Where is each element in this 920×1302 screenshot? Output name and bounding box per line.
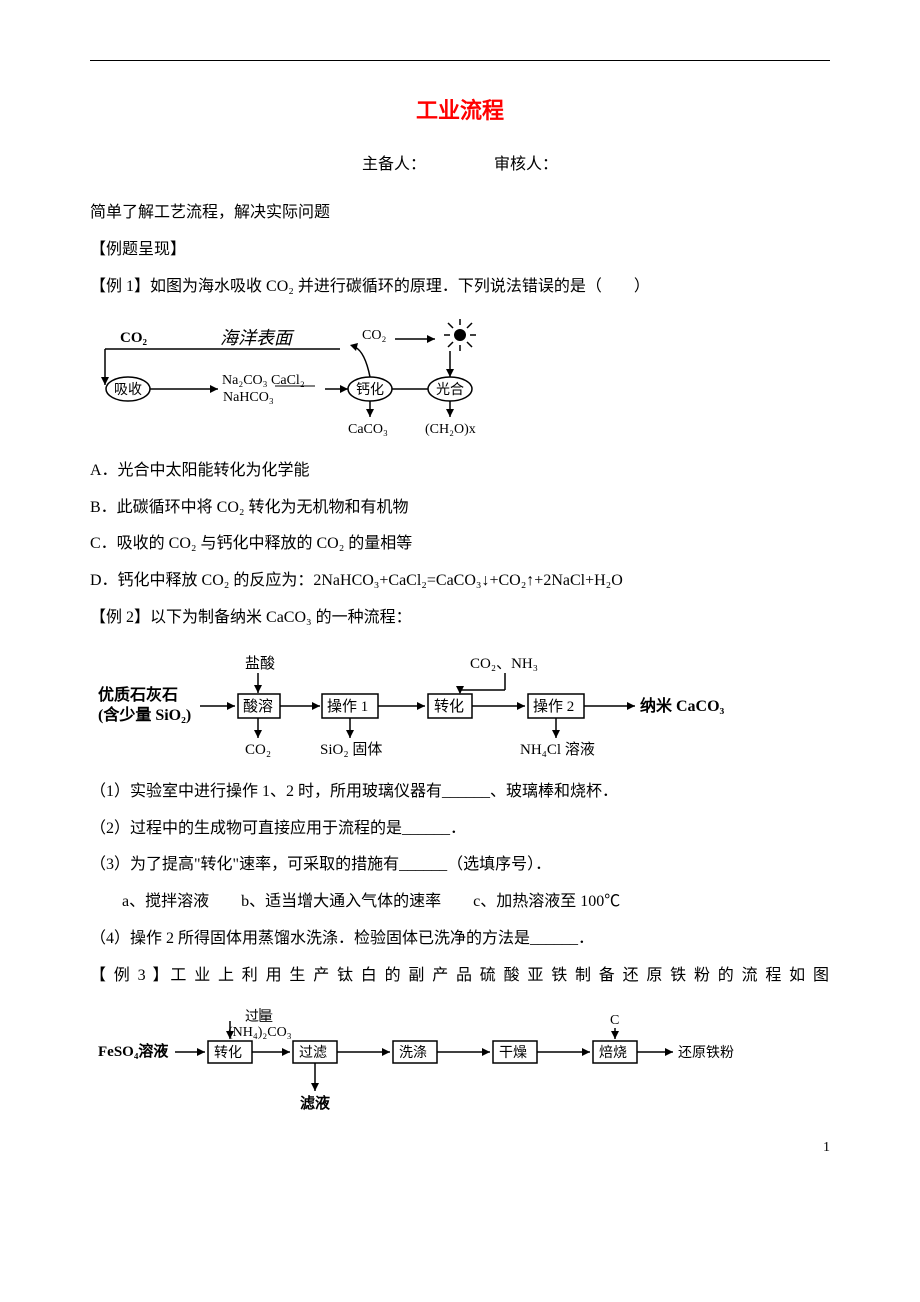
- svg-text:盐酸: 盐酸: [245, 655, 275, 672]
- svg-text:CO₂: CO₂: [362, 328, 386, 343]
- top-divider: [90, 60, 830, 61]
- present-header: 【例题呈现】: [90, 236, 830, 265]
- ex2-question: 【例 2】以下为制备纳米 CaCO₃ 的一种流程：: [90, 604, 830, 633]
- ex1-text: 如图为海水吸收 CO₂ 并进行碳循环的原理．下列说法错误的是（ ）: [150, 278, 650, 295]
- svg-text:干燥: 干燥: [499, 1045, 527, 1061]
- svg-text:优质石灰石: 优质石灰石: [98, 685, 178, 704]
- svg-text:操作 1: 操作 1: [327, 698, 368, 715]
- ex1-optD: D．钙化中释放 CO₂ 的反应为：2NaHCO₃+CaCl₂=CaCO₃↓+CO…: [90, 567, 830, 596]
- svg-text:光合: 光合: [436, 382, 464, 398]
- svg-text:CO₂: CO₂: [120, 330, 148, 346]
- svg-text:酸溶: 酸溶: [243, 698, 273, 715]
- svg-text:过量: 过量: [245, 1009, 273, 1025]
- svg-text:NH₄Cl 溶液: NH₄Cl 溶液: [520, 741, 595, 758]
- svg-text:SiO₂ 固体: SiO₂ 固体: [320, 741, 382, 758]
- reviewed-label: 审核人：: [494, 156, 558, 173]
- ex2-q3: （3）为了提高"转化"速率，可采取的措施有______（选填序号）．: [90, 851, 830, 880]
- svg-text:转化: 转化: [434, 698, 464, 715]
- prepared-label: 主备人：: [362, 156, 426, 173]
- svg-text:操作 2: 操作 2: [533, 698, 574, 715]
- ex1-diagram: CO₂ 海洋表面 吸收 Na₂CO₃ CaCl₂ NaHCO₃ 钙化 光合 CO…: [90, 317, 830, 442]
- ex2-diagram: 优质石灰石 (含少量 SiO₂) 盐酸 酸溶 CO₂ 操作 1 SiO₂ 固体 …: [90, 648, 830, 763]
- svg-text:过滤: 过滤: [299, 1045, 327, 1061]
- svg-text:焙烧: 焙烧: [599, 1045, 627, 1061]
- svg-text:洗涤: 洗涤: [399, 1045, 427, 1061]
- svg-text:转化: 转化: [214, 1045, 242, 1061]
- ex2-q1: （1）实验室中进行操作 1、2 时，所用玻璃仪器有______、玻璃棒和烧杯．: [90, 778, 830, 807]
- svg-text:钙化: 钙化: [356, 382, 384, 398]
- ex2-q2: （2）过程中的生成物可直接应用于流程的是______．: [90, 815, 830, 844]
- meta-line: 主备人： 审核人：: [90, 151, 830, 180]
- svg-text:(含少量 SiO₂): (含少量 SiO₂): [98, 705, 191, 724]
- svg-text:C: C: [610, 1013, 619, 1028]
- svg-text:(CH₂O)x: (CH₂O)x: [425, 422, 476, 437]
- ex1-optA: A．光合中太阳能转化为化学能: [90, 457, 830, 486]
- ex1-optB: B．此碳循环中将 CO₂ 转化为无机物和有机物: [90, 494, 830, 523]
- ex3-text: 工 业 上 利 用 生 产 钛 白 的 副 产 品 硫 酸 亚 铁 制 备 还 …: [170, 967, 830, 984]
- ex1-label: 【例 1】: [90, 278, 150, 295]
- ex3-label: 【 例 3 】: [90, 967, 170, 984]
- ex2-q4: （4）操作 2 所得固体用蒸馏水洗涤．检验固体已洗净的方法是______．: [90, 925, 830, 954]
- ex2-text: 以下为制备纳米 CaCO₃ 的一种流程：: [150, 609, 412, 626]
- ex1-optC: C．吸收的 CO₂ 与钙化中释放的 CO₂ 的量相等: [90, 530, 830, 559]
- svg-text:FeSO₄溶液: FeSO₄溶液: [98, 1042, 169, 1060]
- svg-text:滤液: 滤液: [300, 1094, 331, 1112]
- ex3-diagram: FeSO₄溶液 过量 (NH₄)₂CO₃ 转化 过滤 滤液 洗涤 干燥 C 焙烧: [90, 1006, 830, 1116]
- svg-text:CaCO₃: CaCO₃: [348, 422, 388, 437]
- page-title: 工业流程: [90, 91, 830, 131]
- ex2-label: 【例 2】: [90, 609, 150, 626]
- svg-text:还原铁粉: 还原铁粉: [678, 1045, 734, 1061]
- svg-text:吸收: 吸收: [114, 382, 142, 398]
- svg-text:纳米 CaCO₃: 纳米 CaCO₃: [640, 696, 725, 715]
- ex3-question: 【 例 3 】工 业 上 利 用 生 产 钛 白 的 副 产 品 硫 酸 亚 铁…: [90, 962, 830, 991]
- svg-text:海洋表面: 海洋表面: [220, 328, 295, 348]
- ex1-question: 【例 1】如图为海水吸收 CO₂ 并进行碳循环的原理．下列说法错误的是（ ）: [90, 273, 830, 302]
- svg-text:CO₂: CO₂: [245, 742, 271, 758]
- svg-text:NaHCO₃: NaHCO₃: [223, 390, 274, 405]
- intro-text: 简单了解工艺流程，解决实际问题: [90, 199, 830, 228]
- svg-text:CO₂、NH₃: CO₂、NH₃: [470, 656, 538, 672]
- ex2-q3-opts: a、搅拌溶液 b、适当增大通入气体的速率 c、加热溶液至 100℃: [90, 888, 830, 917]
- svg-text:(NH₄)₂CO₃: (NH₄)₂CO₃: [228, 1025, 292, 1040]
- page-number: 1: [823, 1135, 830, 1160]
